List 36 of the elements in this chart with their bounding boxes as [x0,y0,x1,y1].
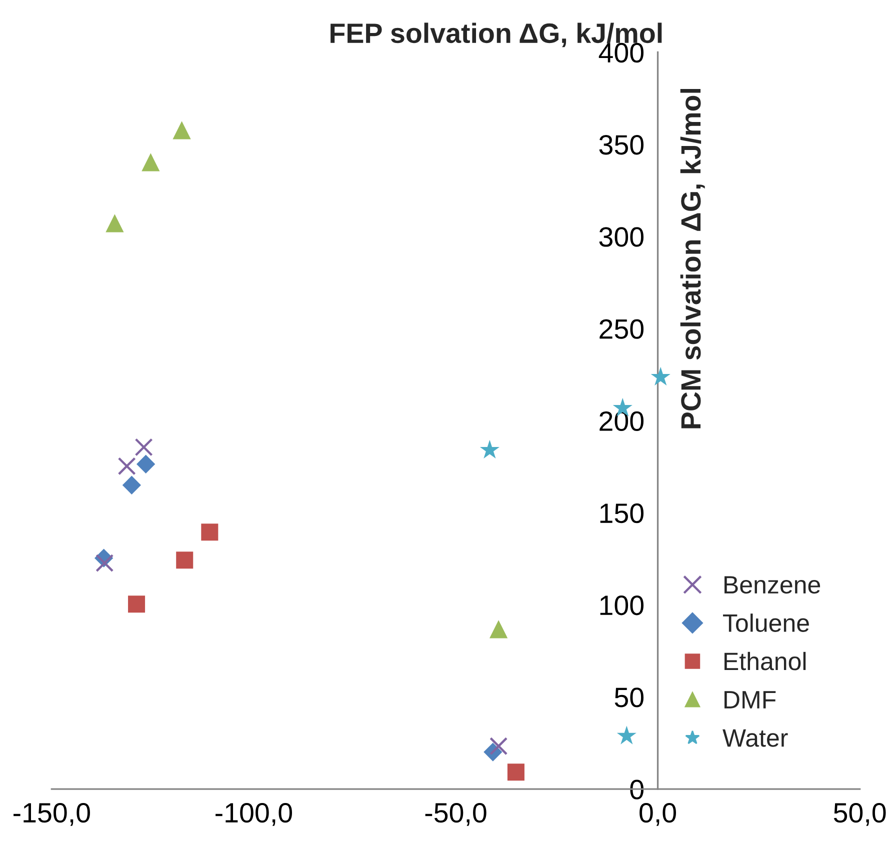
y-tick-label: 0 [630,780,644,800]
point [106,214,124,232]
legend-label: Toluene [723,614,809,632]
point [650,366,670,386]
point [118,457,136,476]
y-tick-label: 100 [600,596,644,616]
y-tick-label: 250 [600,319,644,339]
x-tick-label: -150,0 [14,802,90,826]
point [480,440,500,458]
y-tick-label: 150 [600,503,644,524]
point [96,554,114,572]
point [490,620,508,638]
point [122,476,141,494]
point [128,596,146,613]
y-tick-label: 350 [599,135,644,155]
legend-label: DMF [724,691,776,708]
y-tick-label: 200 [600,411,644,431]
point [134,438,153,456]
x-tick-label: -50,0 [425,802,486,826]
point [201,524,218,541]
point [136,454,156,474]
y-axis-title: PCM solvation ΔG, kJ/mol [680,88,705,428]
y-tick-label: 300 [599,227,644,247]
legend-label: Ethanol [724,652,806,670]
x-tick-label: -100,0 [216,802,292,826]
point [616,726,636,744]
legend-label: Water [722,729,788,747]
point [172,121,191,140]
point [490,737,508,756]
y-tick-label: 50 [614,688,644,708]
x-tick-label: 0,0 [640,802,676,826]
point [507,764,524,781]
point [142,153,160,172]
point [176,552,194,569]
legend-label: Benzene [724,576,820,594]
x-tick-label: 50,0 [834,802,886,826]
